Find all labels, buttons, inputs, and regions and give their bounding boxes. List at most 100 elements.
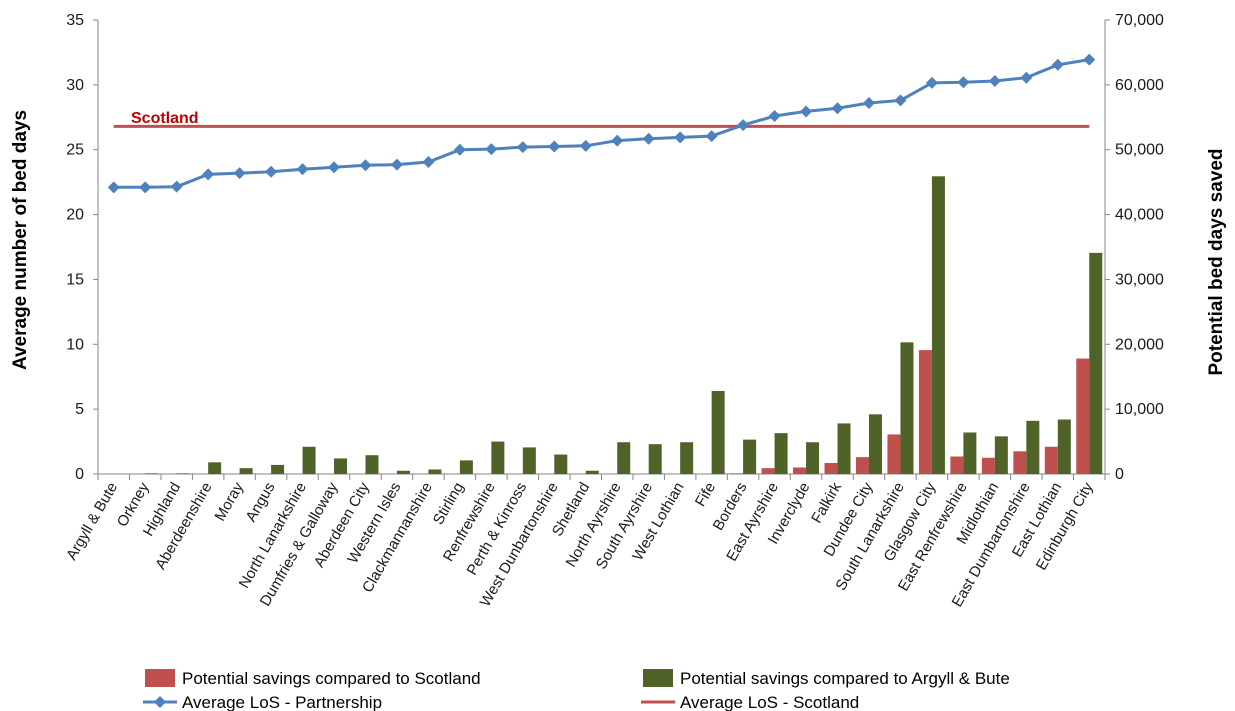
partnership-marker: [516, 141, 529, 154]
bar-argyll-savings: [774, 433, 788, 474]
bar-argyll-savings: [585, 470, 599, 474]
bar-argyll-savings: [428, 469, 442, 474]
bar-argyll-savings: [459, 460, 473, 474]
x-tick-label: Fife: [692, 480, 719, 510]
y-tick-label: 25: [66, 142, 84, 159]
bar-argyll-savings: [1089, 252, 1103, 474]
bar-argyll-savings: [522, 447, 536, 474]
bar-scotland-savings: [730, 473, 744, 474]
bar-argyll-savings: [208, 462, 222, 474]
partnership-marker: [1020, 71, 1033, 84]
partnership-marker: [265, 165, 278, 178]
bar-argyll-savings: [963, 432, 977, 474]
y2-axis-title: Potential bed days saved: [1206, 148, 1227, 375]
y-tick-label: 35: [66, 12, 84, 29]
bar-argyll-savings: [806, 442, 820, 474]
y2-tick-label: 60,000: [1115, 77, 1164, 94]
y2-tick-label: 40,000: [1115, 207, 1164, 224]
legend-swatch-scotland-savings: [145, 669, 175, 687]
partnership-marker: [894, 94, 907, 107]
partnership-marker: [862, 97, 875, 110]
y-tick-label: 30: [66, 77, 84, 94]
axes: [93, 19, 1110, 480]
legend: Potential savings compared to Scotland P…: [143, 669, 1010, 711]
partnership-marker: [737, 119, 750, 132]
bar-argyll-savings: [617, 442, 631, 474]
bar-argyll-savings: [680, 442, 694, 474]
bars: [145, 176, 1103, 474]
partnership-marker: [107, 181, 120, 194]
partnership-marker: [925, 76, 938, 89]
legend-label-scotland: Average LoS - Scotland: [680, 693, 859, 711]
bar-argyll-savings: [900, 342, 914, 474]
bar-scotland-savings: [981, 457, 995, 474]
legend-marker-partnership: [154, 696, 166, 708]
bar-argyll-savings: [396, 470, 410, 474]
bar-scotland-savings: [887, 434, 901, 474]
y2-tick-label: 0: [1115, 466, 1124, 483]
partnership-marker: [170, 180, 183, 193]
partnership-marker: [957, 76, 970, 89]
bar-scotland-savings: [1076, 358, 1090, 474]
partnership-marker: [453, 143, 466, 156]
y-tick-label: 5: [75, 401, 84, 418]
bar-argyll-savings: [1057, 419, 1071, 474]
y2-tick-label: 30,000: [1115, 271, 1164, 288]
partnership-marker: [485, 143, 498, 156]
partnership-marker: [1083, 53, 1096, 66]
legend-label-scotland-savings: Potential savings compared to Scotland: [182, 669, 481, 688]
bar-scotland-savings: [950, 456, 964, 474]
bar-argyll-savings: [145, 473, 159, 474]
labels: 0 5 10 15 20 25 30 35 0 10,000 20,000 30,000 40,000 5…: [63, 12, 1164, 610]
y2-tick-label: 10,000: [1115, 401, 1164, 418]
scotland-annotation: Scotland: [131, 110, 199, 127]
y-tick-label: 0: [75, 466, 84, 483]
bar-argyll-savings: [271, 464, 285, 474]
partnership-marker: [359, 159, 372, 172]
partnership-marker: [422, 156, 435, 169]
partnership-marker: [296, 163, 309, 176]
bar-scotland-savings: [1044, 446, 1058, 474]
bar-argyll-savings: [931, 176, 945, 474]
bar-argyll-savings: [648, 444, 662, 474]
legend-swatch-argyll-savings: [643, 669, 673, 687]
bar-argyll-savings: [365, 455, 379, 474]
y2-tick-label: 70,000: [1115, 12, 1164, 29]
bar-argyll-savings: [868, 414, 882, 474]
bar-argyll-savings: [334, 458, 348, 474]
partnership-marker: [800, 105, 813, 118]
partnership-marker: [642, 132, 655, 145]
bar-scotland-savings: [918, 350, 932, 474]
partnership-marker: [768, 109, 781, 122]
y-axis-title: Average number of bed days: [10, 110, 31, 370]
partnership-marker: [988, 74, 1001, 87]
partnership-marker: [202, 168, 215, 181]
partnership-marker: [674, 131, 687, 144]
y-tick-label: 20: [66, 207, 84, 224]
bar-argyll-savings: [1026, 420, 1040, 474]
partnership-marker: [831, 102, 844, 115]
bar-argyll-savings: [837, 423, 851, 474]
partnership-marker: [233, 167, 246, 180]
bar-argyll-savings: [994, 436, 1008, 474]
partnership-marker: [579, 139, 592, 152]
partnership-marker: [611, 134, 624, 147]
y2-tick-label: 50,000: [1115, 142, 1164, 159]
bar-argyll-savings: [176, 473, 190, 474]
partnership-marker: [328, 161, 341, 174]
bar-scotland-savings: [824, 462, 838, 474]
bar-scotland-savings: [1013, 451, 1027, 474]
y2-tick-label: 20,000: [1115, 336, 1164, 353]
partnership-marker: [390, 158, 403, 171]
partnership-marker: [1051, 58, 1064, 71]
bar-argyll-savings: [711, 390, 725, 474]
legend-label-argyll-savings: Potential savings compared to Argyll & B…: [680, 669, 1010, 688]
partnership-marker: [705, 130, 718, 143]
bar-argyll-savings: [491, 441, 505, 474]
partnership-marker: [139, 181, 152, 194]
bar-argyll-savings: [302, 446, 316, 474]
partnership-line: [113, 58, 1090, 189]
y-tick-label: 10: [66, 336, 84, 353]
partnership-marker: [548, 140, 561, 153]
